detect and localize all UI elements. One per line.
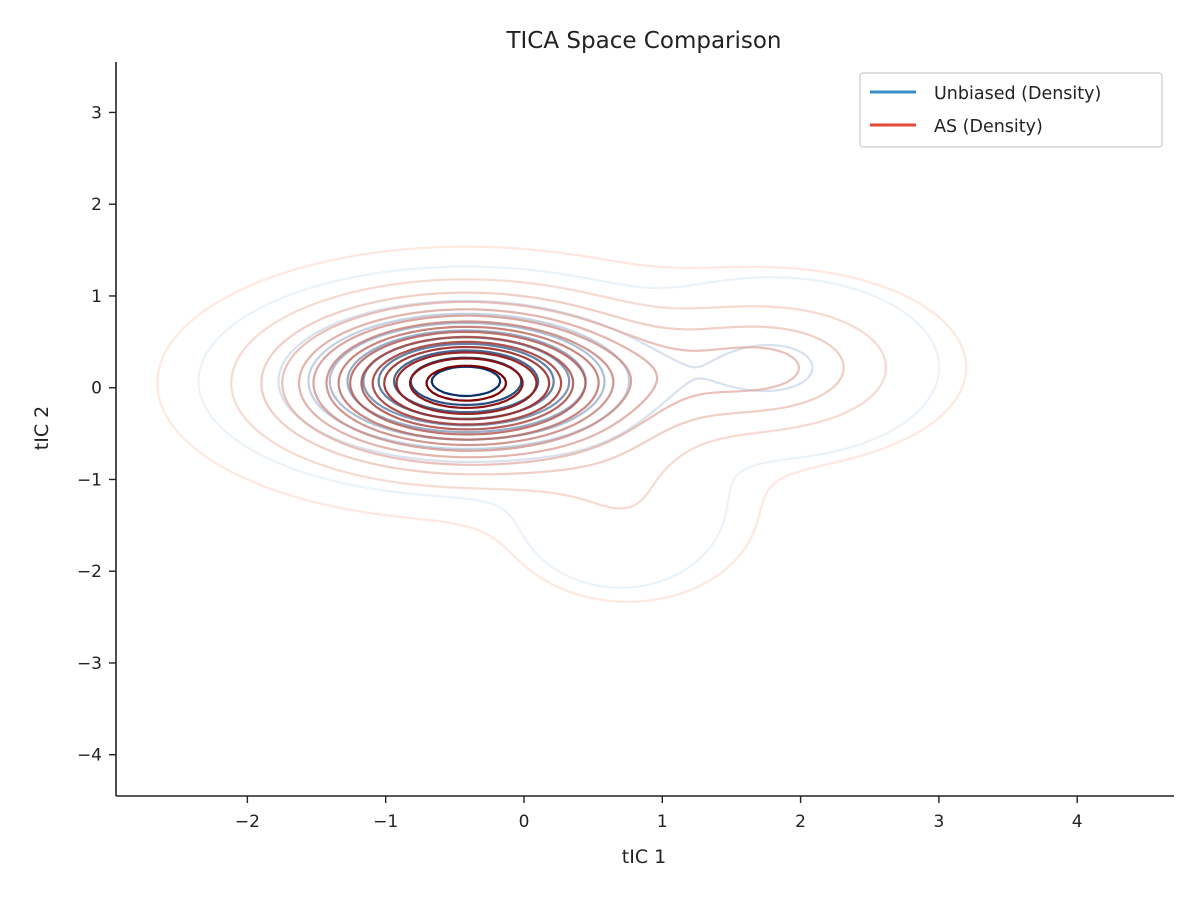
legend: Unbiased (Density) AS (Density) — [859, 72, 1163, 148]
contour-level — [392, 349, 540, 414]
contour-level — [383, 345, 551, 421]
x-tick-label: 1 — [657, 812, 668, 832]
contour-level — [325, 320, 615, 447]
contour-level — [395, 351, 538, 415]
y-tick-label: −4 — [77, 746, 102, 766]
axes — [115, 62, 1174, 797]
x-tick-label: 2 — [795, 812, 806, 832]
contour-level — [430, 365, 502, 398]
contour-level — [425, 364, 507, 402]
contour-level — [197, 265, 941, 589]
contour-series-as — [156, 245, 968, 603]
legend-label-as: AS (Density) — [934, 117, 1043, 137]
x-axis-title: tIC 1 — [622, 846, 666, 868]
y-tick-label: 2 — [91, 195, 102, 215]
contour-level — [312, 314, 633, 452]
contour-level — [230, 278, 888, 510]
chart-title: TICA Space Comparison — [505, 28, 781, 54]
x-tick-label: 4 — [1072, 812, 1083, 832]
contour-level — [156, 245, 968, 603]
x-tick-label: 0 — [519, 812, 530, 832]
x-tick-label: −1 — [373, 812, 398, 832]
x-tick-label: 3 — [933, 812, 944, 832]
y-tick-label: −2 — [77, 562, 102, 582]
legend-frame — [859, 72, 1163, 148]
y-tick-label: −1 — [77, 470, 102, 490]
contour-level — [408, 357, 524, 409]
y-tick-label: 0 — [91, 379, 102, 399]
y-ticks: −4 −3 −2 −1 0 1 2 3 — [77, 103, 116, 766]
contour-level — [371, 340, 563, 426]
contour-level — [281, 300, 801, 466]
y-tick-label: 3 — [91, 103, 102, 123]
y-tick-label: 1 — [91, 287, 102, 307]
contour-level — [297, 308, 659, 459]
contour-level — [260, 291, 845, 476]
y-axis-title: tIC 2 — [31, 406, 53, 450]
contour-plot-area — [156, 245, 968, 603]
contour-level — [349, 330, 587, 436]
y-tick-label: −3 — [77, 654, 102, 674]
x-tick-label: −2 — [235, 812, 260, 832]
legend-label-unbiased: Unbiased (Density) — [934, 84, 1101, 104]
contour-level — [337, 325, 600, 441]
x-ticks: −2 −1 0 1 2 3 4 — [235, 796, 1083, 832]
contour-level — [360, 335, 575, 431]
